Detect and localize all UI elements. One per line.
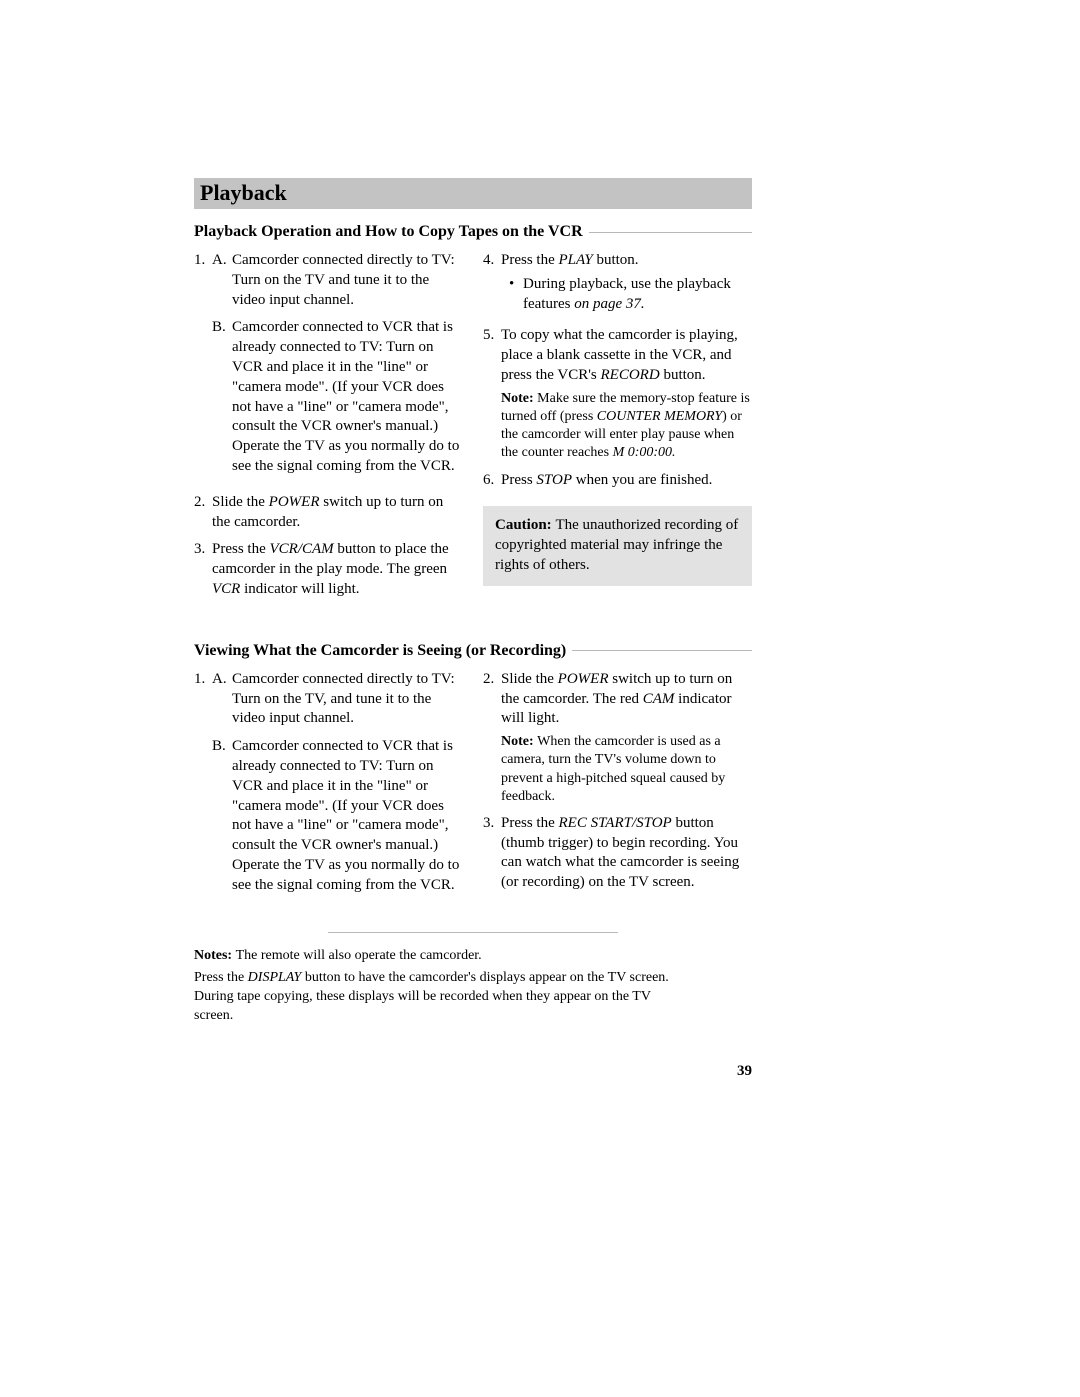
s2-item1: 1. A. Camcorder connected directly to TV… (194, 670, 463, 904)
bullet-body: During playback, use the playback featur… (523, 275, 752, 315)
list-number: 1. (194, 670, 212, 904)
text: Press the (194, 970, 248, 985)
em-text: RECORD (601, 367, 660, 383)
section1-rule (589, 232, 752, 233)
note-label: Note: (501, 734, 537, 749)
list-body: To copy what the camcorder is playing, p… (501, 326, 752, 462)
em-text: M 0:00:00. (613, 445, 676, 460)
list-number: 3. (483, 814, 501, 893)
text: Press the (212, 541, 270, 557)
section1-right-col: 4. Press the PLAY button. • During playb… (483, 251, 752, 608)
note: Note: When the camcorder is used as a ca… (501, 733, 752, 806)
s1-item1: 1. A. Camcorder connected directly to TV… (194, 251, 463, 485)
sub-letter: A. (212, 670, 232, 729)
divider (328, 932, 618, 933)
list-body: A. Camcorder connected directly to TV: T… (212, 251, 463, 485)
em-text: POWER (558, 671, 609, 687)
list-number: 2. (194, 493, 212, 533)
bullet-dot: • (509, 275, 523, 315)
sub-letter: B. (212, 318, 232, 476)
footer-line1: Notes: The remote will also operate the … (194, 947, 674, 966)
list-body: Press the REC START/STOP button (thumb t… (501, 814, 752, 893)
section1-title-row: Playback Operation and How to Copy Tapes… (194, 223, 752, 241)
list-number: 1. (194, 251, 212, 485)
list-number: 4. (483, 251, 501, 318)
page-title: Playback (200, 180, 746, 206)
em-text: POWER (269, 494, 320, 510)
section2-rule (572, 650, 752, 651)
list-body: Press the VCR/CAM button to place the ca… (212, 540, 463, 599)
s1-item2: 2. Slide the POWER switch up to turn on … (194, 493, 463, 533)
text: when you are finished. (572, 472, 712, 488)
section2-columns: 1. A. Camcorder connected directly to TV… (194, 670, 752, 912)
s1-item4: 4. Press the PLAY button. • During playb… (483, 251, 752, 318)
notes-label: Notes: (194, 948, 236, 963)
sub-body: Camcorder connected directly to TV: Turn… (232, 670, 463, 729)
text: Press (501, 472, 536, 488)
s1-item1-B: B. Camcorder connected to VCR that is al… (212, 318, 463, 476)
em-text: VCR/CAM (270, 541, 334, 557)
s2-item1-B: B. Camcorder connected to VCR that is al… (212, 737, 463, 895)
caution-box: Caution: The unauthorized recording of c… (483, 506, 752, 585)
bullet: • During playback, use the playback feat… (501, 275, 752, 315)
s1-item1-A: A. Camcorder connected directly to TV: T… (212, 251, 463, 310)
list-body: Slide the POWER switch up to turn on the… (212, 493, 463, 533)
text: indicator will light. (240, 581, 359, 597)
document-page: Playback Playback Operation and How to C… (194, 178, 752, 1026)
footer-line2: Press the DISPLAY button to have the cam… (194, 969, 674, 1026)
text: Slide the (501, 671, 558, 687)
text: button. (593, 252, 639, 268)
em-text: VCR (212, 581, 240, 597)
note-label: Note: (501, 391, 537, 406)
caution-label: Caution: (495, 517, 555, 533)
em-text: REC START/STOP (559, 815, 672, 831)
s1-item6: 6. Press STOP when you are finished. (483, 471, 752, 491)
section2-title-row: Viewing What the Camcorder is Seeing (or… (194, 642, 752, 660)
list-body: Press STOP when you are finished. (501, 471, 752, 491)
s2-item3: 3. Press the REC START/STOP button (thum… (483, 814, 752, 893)
list-body: A. Camcorder connected directly to TV: T… (212, 670, 463, 904)
list-body: Slide the POWER switch up to turn on the… (501, 670, 752, 806)
s2-item1-A: A. Camcorder connected directly to TV: T… (212, 670, 463, 729)
text: Press the (501, 815, 559, 831)
section2-title: Viewing What the Camcorder is Seeing (or… (194, 642, 566, 660)
text: Slide the (212, 494, 269, 510)
em-text: COUNTER MEMORY (597, 409, 722, 424)
text: button. (660, 367, 706, 383)
section2-left-col: 1. A. Camcorder connected directly to TV… (194, 670, 463, 912)
sub-letter: A. (212, 251, 232, 310)
em-text: on page 37. (574, 296, 644, 312)
section-gap (194, 608, 752, 642)
s2-item2: 2. Slide the POWER switch up to turn on … (483, 670, 752, 806)
sub-letter: B. (212, 737, 232, 895)
section1-title: Playback Operation and How to Copy Tapes… (194, 223, 583, 241)
section1-left-col: 1. A. Camcorder connected directly to TV… (194, 251, 463, 608)
note: Note: Make sure the memory-stop feature … (501, 390, 752, 463)
list-number: 2. (483, 670, 501, 806)
sub-body: Camcorder connected directly to TV: Turn… (232, 251, 463, 310)
em-text: STOP (536, 472, 572, 488)
text: Press the (501, 252, 559, 268)
list-number: 3. (194, 540, 212, 599)
sub-body: Camcorder connected to VCR that is alrea… (232, 318, 463, 476)
section2-right-col: 2. Slide the POWER switch up to turn on … (483, 670, 752, 912)
list-number: 6. (483, 471, 501, 491)
em-text: PLAY (559, 252, 593, 268)
list-number: 5. (483, 326, 501, 462)
section1-columns: 1. A. Camcorder connected directly to TV… (194, 251, 752, 608)
s1-item5: 5. To copy what the camcorder is playing… (483, 326, 752, 462)
em-text: CAM (643, 691, 675, 707)
sub-body: Camcorder connected to VCR that is alrea… (232, 737, 463, 895)
section-header-bar: Playback (194, 178, 752, 209)
page-number: 39 (737, 1063, 752, 1080)
list-body: Press the PLAY button. • During playback… (501, 251, 752, 318)
s1-item3: 3. Press the VCR/CAM button to place the… (194, 540, 463, 599)
text: The remote will also operate the camcord… (236, 948, 482, 963)
em-text: DISPLAY (248, 970, 302, 985)
footer-notes: Notes: The remote will also operate the … (194, 947, 674, 1027)
